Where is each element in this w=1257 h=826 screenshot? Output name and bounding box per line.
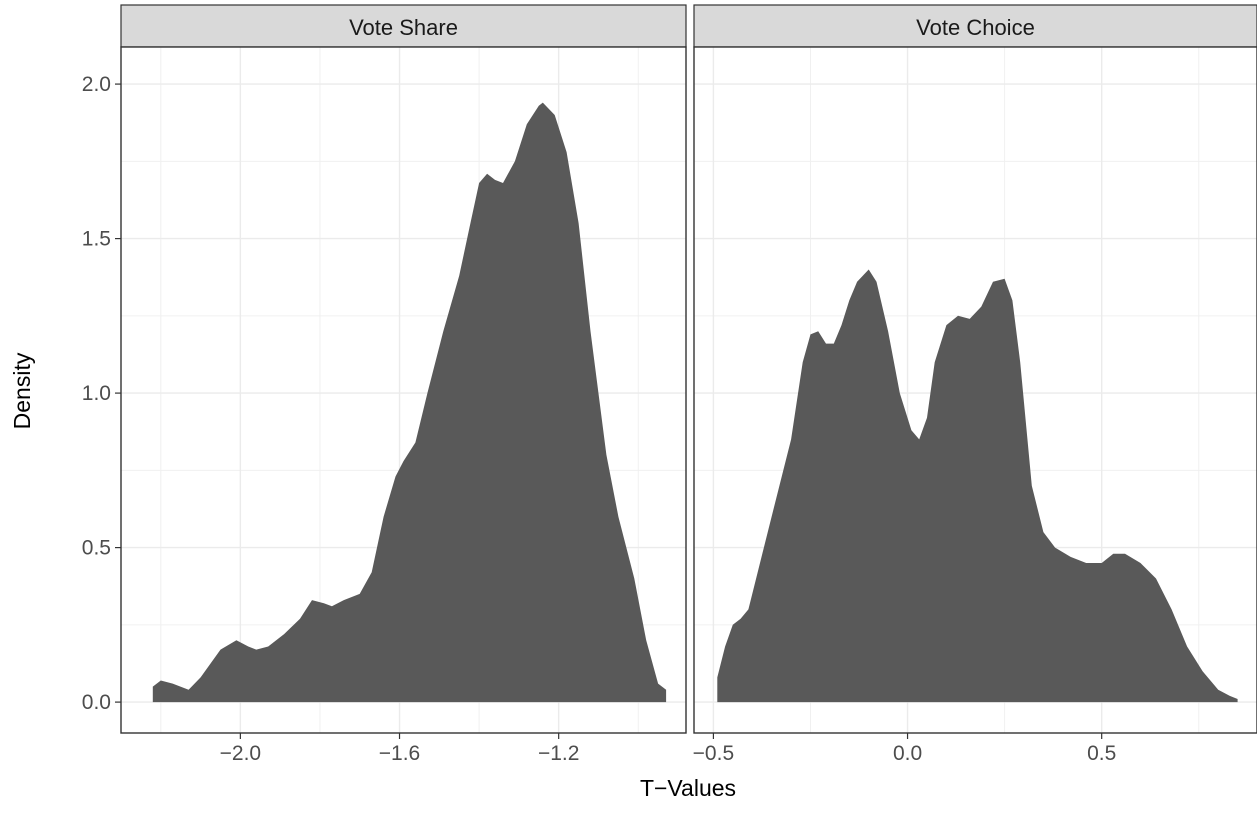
facet-title: Vote Choice: [916, 15, 1035, 40]
facet-panels: Vote Share −2.0 −1.6 −1.2 Vote Choice −0.5 0.0…: [120, 4, 1257, 765]
y-axis: 0.0 0.5 1.0 1.5 2.0: [82, 73, 121, 714]
x-tick-label: 0.0: [893, 742, 922, 765]
x-tick-label: −1.6: [379, 742, 420, 765]
x-tick-label: −0.5: [693, 742, 734, 765]
x-tick-label: −2.0: [220, 742, 261, 765]
panel-border: [120, 46, 687, 734]
facet-title: Vote Share: [349, 15, 458, 40]
x-axis-title: T−Values: [640, 775, 736, 801]
facet-strip: [693, 4, 1257, 48]
y-tick-label: 2.0: [82, 73, 111, 96]
x-tick-label: −1.2: [538, 742, 579, 765]
y-tick-label: 1.5: [82, 228, 111, 251]
y-axis-title: Density: [9, 352, 35, 429]
density-area: [717, 269, 1238, 703]
density-area: [152, 102, 667, 703]
x-tick-label: 0.5: [1087, 742, 1116, 765]
facet-panel: Vote Choice −0.5 0.0 0.5: [693, 4, 1257, 765]
y-tick-label: 0.5: [82, 537, 111, 560]
y-tick-label: 0.0: [82, 691, 111, 714]
facet-panel: Vote Share −2.0 −1.6 −1.2: [120, 4, 687, 765]
y-tick-label: 1.0: [82, 382, 111, 405]
facet-strip: [120, 4, 687, 48]
panel-border: [693, 46, 1257, 734]
